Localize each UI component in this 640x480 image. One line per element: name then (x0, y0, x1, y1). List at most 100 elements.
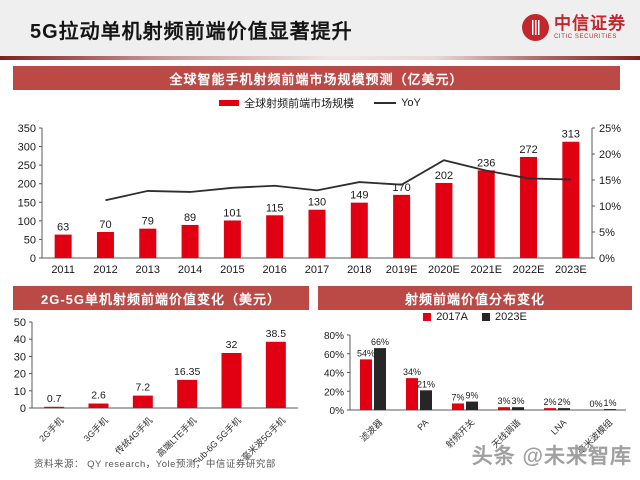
svg-text:2014: 2014 (178, 264, 202, 276)
header: 5G拉动单机射频前端价值显著提升 中信证券 CITIC SECURITIES (0, 0, 640, 56)
svg-text:2%: 2% (543, 397, 556, 407)
svg-text:2%: 2% (557, 397, 570, 407)
svg-text:80%: 80% (324, 331, 344, 342)
citic-logo: 中信证券 CITIC SECURITIES (522, 14, 626, 41)
line-series-swatch (374, 102, 397, 104)
svg-text:3G手机: 3G手机 (81, 415, 110, 444)
svg-text:2011: 2011 (51, 264, 75, 276)
svg-text:20%: 20% (324, 387, 344, 398)
svg-text:2016: 2016 (262, 264, 286, 276)
svg-text:2023E: 2023E (555, 264, 587, 276)
red-divider (0, 56, 640, 60)
svg-text:0%: 0% (589, 399, 602, 409)
legend-item-2023e: 2023E (482, 311, 527, 323)
svg-text:7.2: 7.2 (136, 382, 151, 394)
svg-text:10%: 10% (599, 201, 621, 213)
bar-series-label: 全球射频前端市场规模 (244, 98, 355, 110)
bar-series-swatch (219, 100, 240, 106)
svg-text:101: 101 (223, 207, 241, 219)
svg-text:9%: 9% (465, 391, 478, 401)
svg-text:250: 250 (18, 160, 36, 172)
series-2023e-label: 2023E (495, 311, 527, 323)
market-chart-title: 全球智能手机射频前端市场规模预测（亿美元） (13, 66, 620, 90)
svg-text:2021E: 2021E (470, 264, 502, 276)
svg-text:0%: 0% (599, 253, 615, 265)
device-value-chart: 0 10 20 30 40 50 0.7 2G手机 2.6 3G手机 7.2 传统4G手机 16.35 高… (14, 317, 298, 462)
svg-text:313: 313 (562, 129, 580, 141)
svg-text:79: 79 (142, 216, 154, 228)
svg-text:200: 200 (18, 179, 36, 191)
svg-text:66%: 66% (371, 337, 389, 347)
svg-text:54%: 54% (357, 348, 375, 358)
logo-name-cn: 中信证券 (554, 14, 626, 33)
svg-text:236: 236 (477, 157, 495, 169)
svg-text:3%: 3% (511, 396, 524, 406)
svg-text:60%: 60% (324, 350, 344, 361)
svg-text:32: 32 (226, 339, 238, 351)
market-chart-legend: 全球射频前端市场规模 YoY (0, 95, 640, 111)
svg-text:20: 20 (14, 369, 26, 381)
svg-text:滤波器: 滤波器 (358, 417, 385, 444)
legend-item-2017a: 2017A (423, 311, 468, 323)
svg-text:传统4G手机: 传统4G手机 (113, 415, 155, 457)
svg-text:100: 100 (18, 216, 36, 228)
svg-text:2015: 2015 (220, 264, 244, 276)
svg-text:PA: PA (415, 417, 430, 432)
svg-text:350: 350 (18, 123, 36, 135)
svg-text:89: 89 (184, 212, 196, 224)
svg-text:149: 149 (350, 190, 368, 202)
svg-text:272: 272 (519, 144, 537, 156)
svg-text:50: 50 (24, 234, 36, 246)
svg-text:2012: 2012 (93, 264, 117, 276)
svg-text:40: 40 (14, 334, 26, 346)
distribution-chart-title: 射频前端价值分布变化 (318, 286, 632, 310)
svg-text:20%: 20% (599, 149, 621, 161)
svg-text:10: 10 (14, 386, 26, 398)
svg-text:2019E: 2019E (386, 264, 418, 276)
svg-text:0: 0 (20, 403, 26, 415)
svg-text:150: 150 (18, 197, 36, 209)
svg-text:130: 130 (308, 197, 326, 209)
svg-text:40%: 40% (324, 369, 344, 380)
series-2017a-label: 2017A (436, 311, 468, 323)
series-2017a-swatch (423, 313, 432, 321)
source-note: 资料来源： QY research，Yole预测，中信证券研究部 (34, 459, 276, 470)
svg-text:毫米波5G手机: 毫米波5G手机 (239, 415, 287, 462)
svg-text:34%: 34% (403, 367, 421, 377)
svg-text:Sub-6G 5G手机: Sub-6G 5G手机 (190, 415, 243, 462)
svg-text:300: 300 (18, 142, 36, 154)
svg-text:2018: 2018 (347, 264, 371, 276)
legend-item-market-size: 全球射频前端市场规模 (219, 95, 354, 111)
watermark: 头条 @未来智库 (471, 445, 632, 468)
svg-text:2G手机: 2G手机 (37, 415, 66, 444)
svg-text:0.7: 0.7 (47, 393, 62, 405)
svg-text:1%: 1% (603, 398, 616, 408)
svg-text:115: 115 (266, 202, 284, 214)
svg-text:0%: 0% (330, 406, 345, 417)
svg-text:5%: 5% (599, 227, 615, 239)
citic-logo-text: 中信证券 CITIC SECURITIES (554, 15, 626, 40)
svg-text:16.35: 16.35 (174, 366, 200, 378)
svg-text:21%: 21% (417, 379, 435, 389)
svg-text:50: 50 (14, 317, 26, 329)
svg-text:2022E: 2022E (513, 264, 545, 276)
distribution-chart-legend: 2017A 2023E (318, 311, 632, 323)
svg-text:38.5: 38.5 (266, 328, 287, 340)
svg-text:30: 30 (14, 351, 26, 363)
svg-text:3%: 3% (497, 396, 510, 406)
device-value-chart-title: 2G-5G单机射频前端价值变化（美元） (13, 286, 309, 310)
svg-text:2.6: 2.6 (91, 390, 106, 402)
page-title: 5G拉动单机射频前端价值显著提升 (30, 21, 353, 43)
logo-name-en: CITIC SECURITIES (554, 34, 617, 40)
line-series-label: YoY (401, 97, 421, 109)
svg-text:70: 70 (99, 219, 111, 231)
svg-text:2020E: 2020E (428, 264, 460, 276)
series-2023e-swatch (482, 313, 490, 321)
svg-text:15%: 15% (599, 175, 621, 187)
svg-text:0: 0 (30, 253, 36, 265)
svg-text:202: 202 (435, 170, 453, 182)
legend-item-yoy: YoY (374, 97, 421, 109)
svg-text:高端LTE手机: 高端LTE手机 (154, 415, 198, 459)
